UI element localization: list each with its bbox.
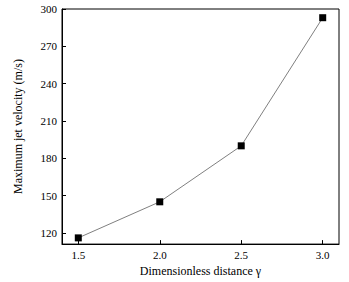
svg-text:2.5: 2.5 [234, 249, 248, 261]
svg-text:Dimensionless distance γ: Dimensionless distance γ [140, 264, 262, 278]
svg-text:180: 180 [41, 152, 58, 164]
svg-text:3.0: 3.0 [316, 249, 330, 261]
svg-text:1.5: 1.5 [71, 249, 85, 261]
svg-text:300: 300 [41, 3, 58, 15]
svg-text:2.0: 2.0 [153, 249, 167, 261]
svg-text:210: 210 [41, 115, 58, 127]
svg-text:240: 240 [41, 78, 58, 90]
svg-text:270: 270 [41, 40, 58, 52]
svg-text:Maximum jet velocity (m/s): Maximum jet velocity (m/s) [11, 59, 25, 194]
svg-text:120: 120 [41, 227, 58, 239]
svg-text:150: 150 [41, 190, 58, 202]
